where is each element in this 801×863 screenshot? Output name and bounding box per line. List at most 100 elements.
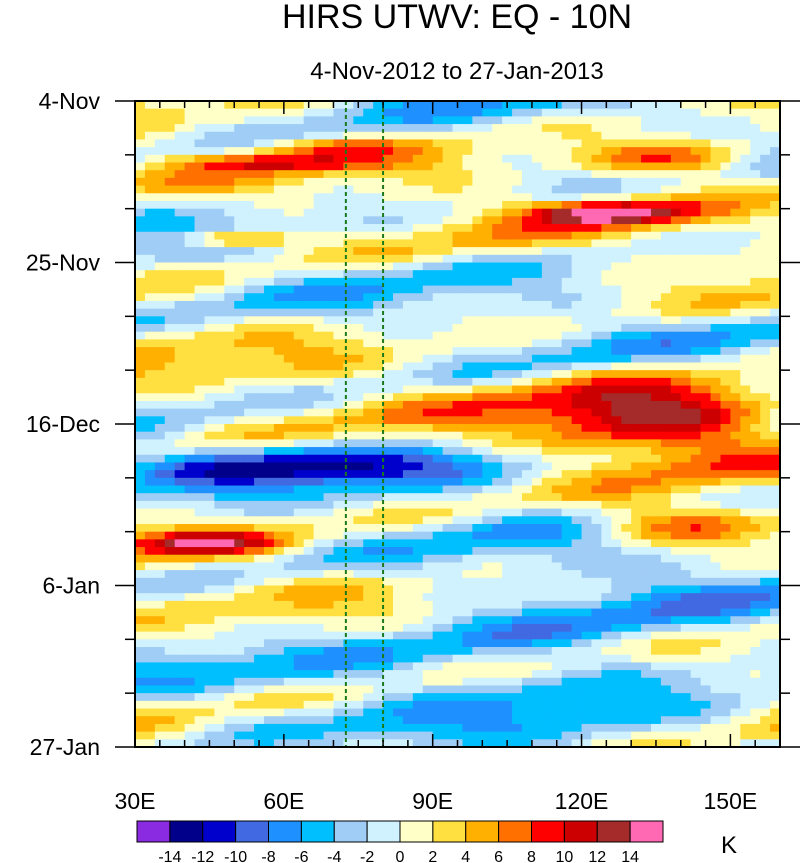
- heatmap-cell: [750, 400, 761, 410]
- heatmap-cell: [770, 362, 781, 371]
- heatmap-cell: [194, 362, 206, 371]
- heatmap-cell: [770, 477, 781, 487]
- heatmap-cell: [135, 600, 146, 610]
- heatmap-cell: [750, 347, 761, 356]
- heatmap-cell: [283, 639, 295, 648]
- heatmap-cell: [680, 539, 692, 548]
- heatmap-cell: [611, 485, 622, 494]
- heatmap-cell: [135, 431, 146, 440]
- heatmap-cell: [273, 685, 285, 694]
- heatmap-cell: [720, 200, 731, 210]
- heatmap-cell: [700, 362, 712, 371]
- heatmap-cell: [482, 231, 493, 241]
- heatmap-cell: [660, 616, 672, 625]
- heatmap-cell: [651, 208, 662, 217]
- heatmap-cell: [293, 108, 305, 117]
- heatmap-cell: [363, 247, 374, 256]
- heatmap-cell: [273, 416, 285, 425]
- heatmap-cell: [531, 516, 543, 525]
- heatmap-cell: [710, 585, 722, 594]
- heatmap-cell: [343, 639, 354, 648]
- heatmap-cell: [591, 316, 602, 325]
- heatmap-cell: [631, 377, 642, 387]
- heatmap-cell: [313, 562, 325, 571]
- heatmap-cell: [333, 285, 344, 294]
- heatmap-cell: [730, 270, 741, 279]
- heatmap-cell: [323, 224, 335, 233]
- heatmap-cell: [264, 585, 275, 594]
- heatmap-cell: [730, 462, 741, 471]
- heatmap-cell: [452, 362, 464, 371]
- heatmap-cell: [760, 570, 771, 579]
- heatmap-cell: [313, 101, 325, 110]
- heatmap-cell: [591, 670, 602, 679]
- heatmap-cell: [591, 185, 602, 194]
- heatmap-cell: [144, 416, 156, 425]
- heatmap-cell: [234, 639, 245, 648]
- heatmap-cell: [254, 170, 265, 179]
- heatmap-cell: [264, 385, 275, 394]
- heatmap-cell: [154, 370, 166, 379]
- heatmap-cell: [680, 170, 692, 179]
- heatmap-cell: [730, 262, 741, 271]
- heatmap-cell: [492, 339, 503, 348]
- heatmap-cell: [164, 116, 176, 125]
- heatmap-cell: [710, 162, 722, 171]
- heatmap-cell: [393, 593, 404, 602]
- heatmap-cell: [333, 424, 344, 433]
- heatmap-cell: [303, 685, 315, 694]
- heatmap-cell: [323, 239, 335, 248]
- heatmap-cell: [492, 124, 503, 133]
- heatmap-cell: [393, 131, 404, 141]
- heatmap-cell: [621, 300, 632, 310]
- heatmap-cell: [303, 608, 315, 617]
- heatmap-cell: [154, 208, 166, 217]
- heatmap-cell: [244, 101, 255, 110]
- heatmap-cell: [660, 393, 672, 402]
- heatmap-cell: [333, 324, 344, 333]
- heatmap-cell: [452, 439, 464, 448]
- heatmap-cell: [373, 508, 384, 517]
- heatmap-cell: [541, 147, 553, 156]
- heatmap-cell: [402, 131, 414, 141]
- heatmap-cell: [700, 547, 712, 556]
- heatmap-cell: [283, 523, 295, 533]
- heatmap-cell: [611, 116, 622, 125]
- heatmap-cell: [452, 608, 464, 617]
- heatmap-cell: [621, 247, 632, 256]
- heatmap-cell: [303, 116, 315, 125]
- heatmap-cell: [710, 539, 722, 548]
- heatmap-cell: [502, 262, 513, 271]
- heatmap-cell: [323, 147, 335, 156]
- heatmap-cell: [144, 177, 156, 187]
- heatmap-cell: [502, 316, 513, 325]
- heatmap-cell: [660, 408, 672, 417]
- heatmap-cell: [393, 531, 404, 540]
- heatmap-cell: [244, 185, 255, 194]
- heatmap-cell: [730, 547, 741, 556]
- heatmap-cell: [551, 308, 563, 317]
- heatmap-cell: [422, 400, 434, 410]
- heatmap-cell: [670, 508, 682, 517]
- heatmap-cell: [700, 270, 712, 279]
- heatmap-cell: [224, 662, 235, 671]
- heatmap-cell: [631, 339, 642, 348]
- heatmap-cell: [462, 208, 473, 217]
- heatmap-cell: [353, 639, 364, 648]
- heatmap-cell: [412, 339, 424, 348]
- heatmap-cell: [135, 462, 146, 471]
- heatmap-cell: [184, 554, 196, 564]
- heatmap-cell: [353, 516, 364, 525]
- heatmap-cell: [283, 331, 295, 340]
- heatmap-cell: [135, 316, 146, 325]
- heatmap-cell: [670, 200, 682, 210]
- heatmap-cell: [750, 523, 761, 533]
- heatmap-cell: [264, 339, 275, 348]
- heatmap-cell: [393, 447, 404, 456]
- heatmap-cell: [621, 277, 632, 287]
- heatmap-cell: [442, 108, 454, 117]
- heatmap-cell: [522, 539, 533, 548]
- heatmap-cell: [164, 523, 176, 533]
- heatmap-cell: [234, 239, 245, 248]
- heatmap-cell: [254, 562, 265, 571]
